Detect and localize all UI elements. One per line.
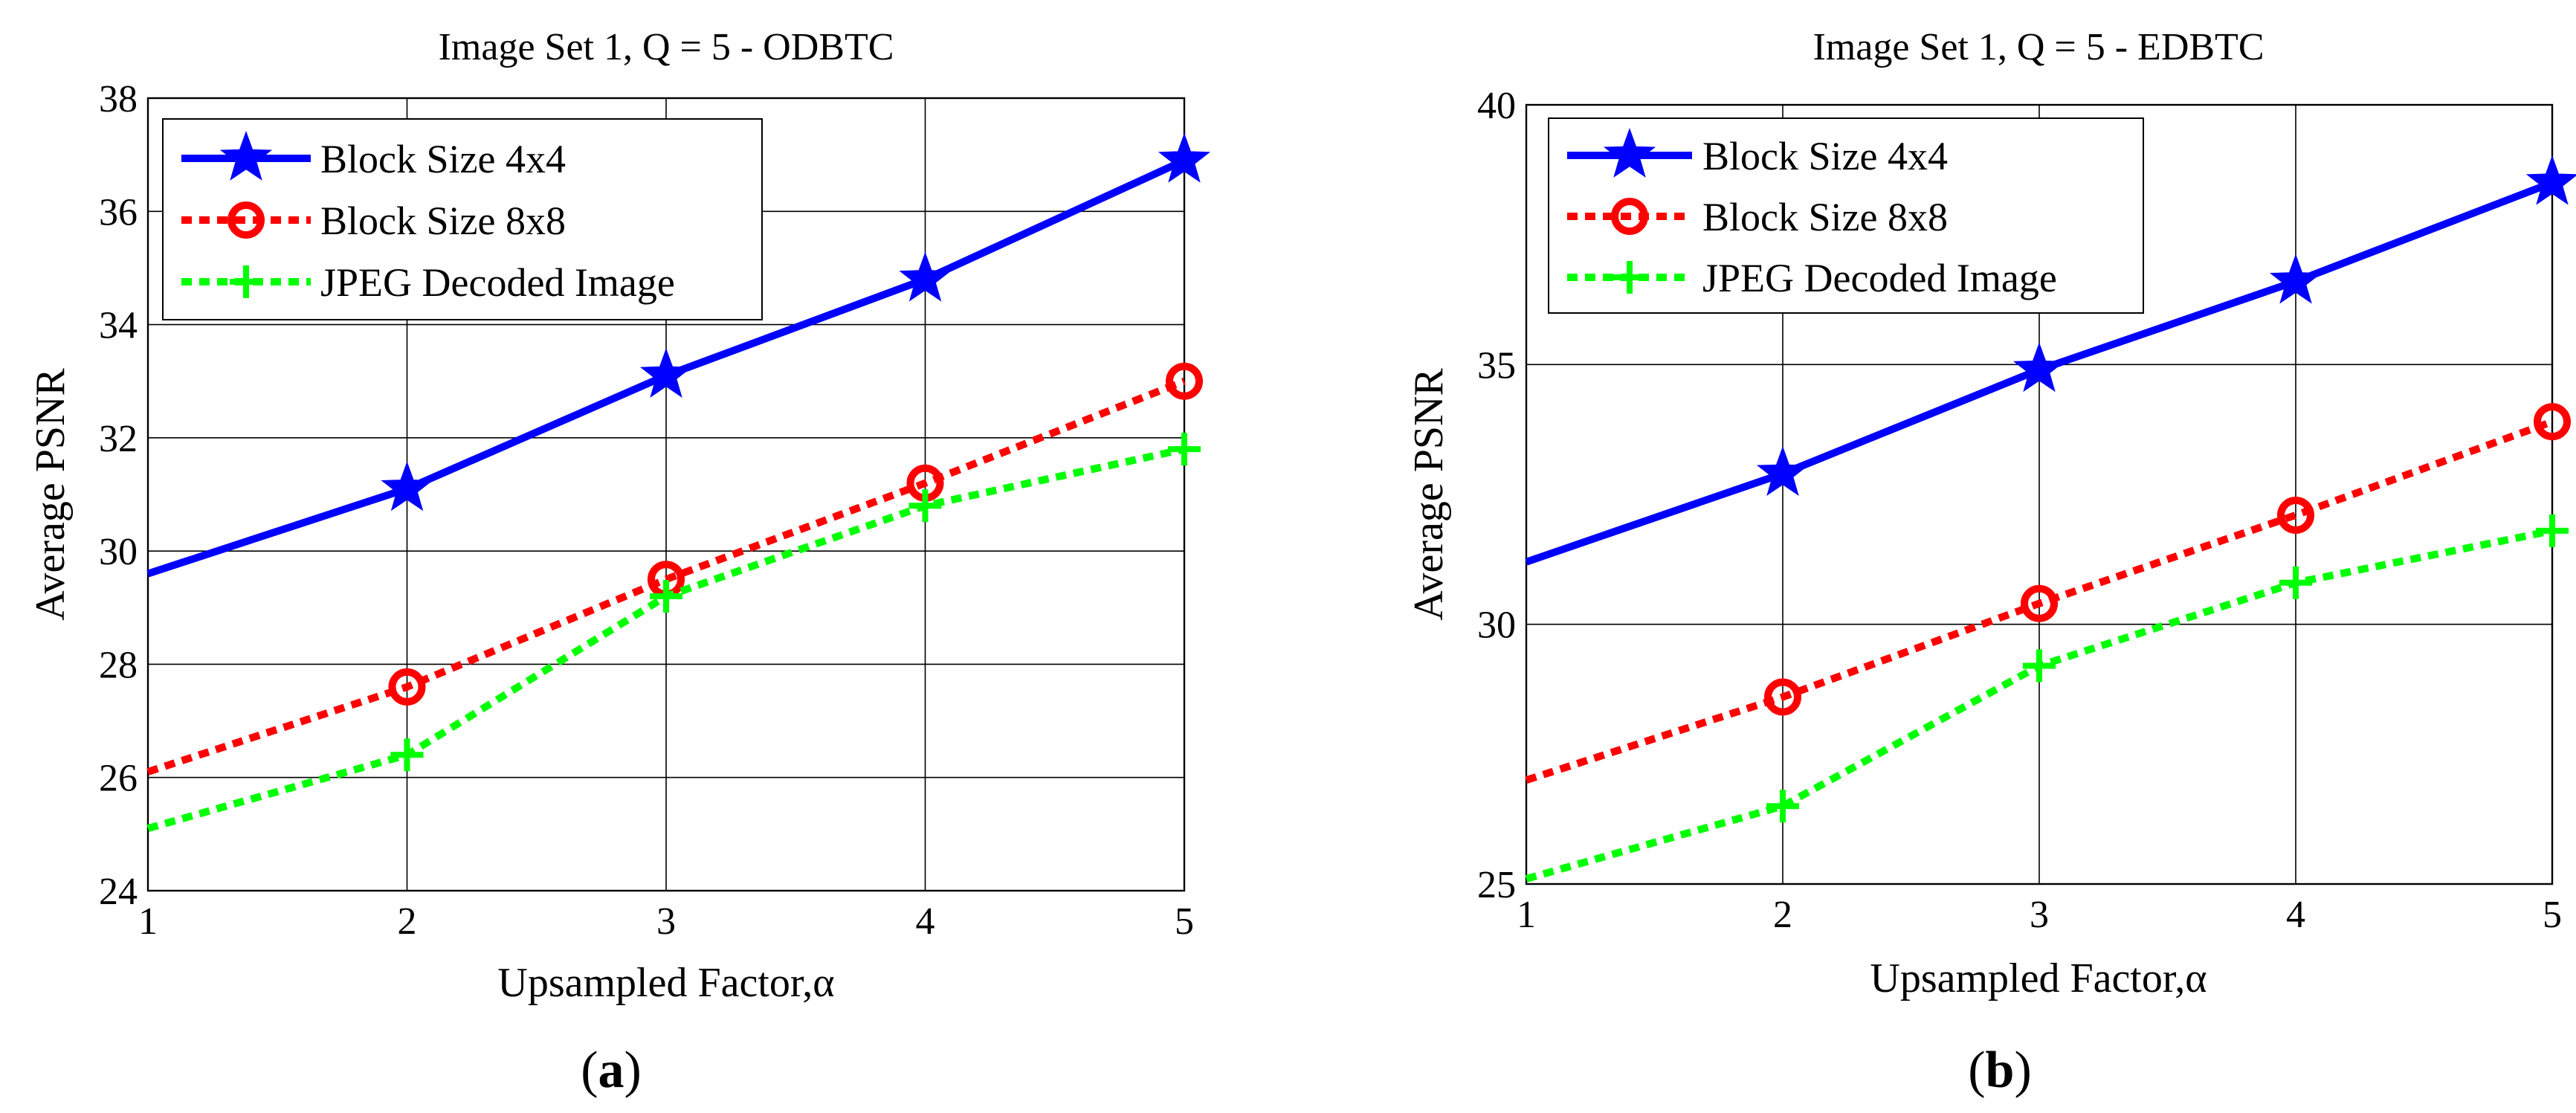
chart-a-ytick-38: 38 xyxy=(99,78,138,120)
chart-a-series-2-point-1 xyxy=(390,738,424,772)
chart-b-ytick-35: 35 xyxy=(1477,344,1516,387)
chart-a-legend-label-1: Block Size 8x8 xyxy=(320,199,566,243)
chart-a-legend-marker-2 xyxy=(230,265,262,298)
chart-a-xticks: 1 2 3 4 5 xyxy=(138,900,1194,943)
chart-b-series xyxy=(1525,155,2576,883)
chart-b-axes-frame xyxy=(1525,103,2554,885)
chart-a-series-1-point-4 xyxy=(1166,362,1203,400)
chart-a-legend-label-2: JPEG Decoded Image xyxy=(320,260,675,305)
chart-a-xtick-2: 2 xyxy=(398,900,417,943)
chart-a-ytick-30: 30 xyxy=(99,531,138,573)
chart-a-ytick-36: 36 xyxy=(99,191,138,233)
chart-a-ytick-32: 32 xyxy=(99,418,138,460)
chart-b-series-1-line xyxy=(1525,418,2554,784)
chart-b-legend-item-1: Block Size 8x8 xyxy=(1567,195,1948,239)
chart-a-series-2-point-2 xyxy=(650,580,682,613)
chart-b-series-1 xyxy=(1525,403,2571,784)
chart-b-legend-label-2: JPEG Decoded Image xyxy=(1702,256,2057,300)
chart-b-xlabel: Upsampled Factor,α xyxy=(1870,955,2207,1001)
chart-a-xtick-4: 4 xyxy=(916,900,935,943)
chart-a-yticks: 24 26 28 30 32 34 36 38 xyxy=(99,78,138,913)
chart-a-xtick-3: 3 xyxy=(656,900,676,943)
chart-a-legend-item-1: Block Size 8x8 xyxy=(181,199,566,243)
chart-b-xtick-4: 4 xyxy=(2286,894,2305,936)
chart-a: Image Set 1, Q = 5 - ODBTC 2426283032343… xyxy=(28,26,1211,1099)
chart-a-legend-item-2: JPEG Decoded Image xyxy=(181,260,675,305)
chart-a-ytick-24: 24 xyxy=(99,871,138,913)
chart-b-xtick-2: 2 xyxy=(1773,894,1792,936)
chart-a-series-0 xyxy=(146,132,1211,578)
chart-b-title: Image Set 1, Q = 5 - EDBTC xyxy=(1812,26,2264,68)
chart-b-xtick-5: 5 xyxy=(2543,894,2562,936)
chart-a-xtick-5: 5 xyxy=(1175,900,1194,943)
chart-b-ytick-40: 40 xyxy=(1477,85,1516,127)
chart-a-legend-label-0: Block Size 4x4 xyxy=(320,137,566,181)
panel-label-a: (a) xyxy=(581,1042,642,1099)
chart-a-axes-frame xyxy=(146,97,1186,892)
chart-b-legend-label-0: Block Size 4x4 xyxy=(1702,134,1948,178)
chart-b-series-0-point-2 xyxy=(2012,342,2066,393)
chart-a-xlabel: Upsampled Factor,α xyxy=(497,960,834,1006)
chart-a-series-2-point-4 xyxy=(1168,433,1201,466)
chart-b-legend-marker-2 xyxy=(1613,261,1646,294)
chart-b-legend-item-2: JPEG Decoded Image xyxy=(1567,256,2057,300)
chart-a-series-0-point-3 xyxy=(899,251,952,302)
chart-a-legend-marker-0 xyxy=(219,131,273,181)
chart-b: Image Set 1, Q = 5 - EDBTC 25 30 35 40 1 2 3 4… xyxy=(1406,26,2576,1099)
chart-b-legend-item-0: Block Size 4x4 xyxy=(1567,128,1948,178)
chart-a-series-1-point-1 xyxy=(388,668,426,706)
panel-label-b: (b) xyxy=(1968,1042,2032,1099)
chart-a-series-0-point-1 xyxy=(381,461,433,512)
chart-a-legend-item-0: Block Size 4x4 xyxy=(181,131,566,181)
chart-a-xtick-1: 1 xyxy=(138,900,158,943)
chart-a-series-1-line xyxy=(146,378,1186,775)
chart-a-xlabel-text: Upsampled Factor, xyxy=(497,960,813,1006)
chart-b-xticks: 1 2 3 4 5 xyxy=(1517,894,2562,936)
chart-b-ytick-30: 30 xyxy=(1477,604,1516,647)
chart-b-xtick-1: 1 xyxy=(1517,894,1536,936)
chart-b-series-0 xyxy=(1525,155,2576,566)
chart-a-ytick-28: 28 xyxy=(99,644,138,686)
chart-b-ylabel: Average PSNR xyxy=(1406,368,1452,621)
chart-b-series-2-point-2 xyxy=(2023,649,2056,683)
chart-b-series-2-point-1 xyxy=(1766,790,1799,823)
chart-b-series-0-point-4 xyxy=(2525,155,2576,205)
chart-b-legend-entries: Block Size 4x4 Block Size 8x8 JPEG Decoded… xyxy=(1567,128,2057,300)
chart-a-series-2 xyxy=(146,433,1201,833)
chart-a-xlabel-alpha: α xyxy=(813,960,834,1006)
chart-a-series-0-point-2 xyxy=(639,348,693,398)
chart-b-xlabel-text: Upsampled Factor, xyxy=(1870,955,2185,1001)
chart-a-series-2-point-3 xyxy=(908,489,942,523)
chart-a-series-1 xyxy=(146,362,1203,775)
chart-a-series-0-point-4 xyxy=(1158,132,1211,183)
chart-a-ytick-26: 26 xyxy=(99,758,138,800)
chart-b-series-1-point-3 xyxy=(2277,496,2314,534)
chart-b-ytick-25: 25 xyxy=(1477,864,1516,906)
chart-b-legend: Block Size 4x4 Block Size 8x8 JPEG Decoded… xyxy=(1548,117,2144,314)
chart-b-series-2-point-3 xyxy=(2279,566,2312,599)
chart-a-ytick-34: 34 xyxy=(99,305,138,347)
chart-a-title: Image Set 1, Q = 5 - ODBTC xyxy=(439,26,894,68)
chart-a-series xyxy=(146,132,1211,833)
chart-b-series-2 xyxy=(1525,514,2569,883)
chart-b-yticks: 25 30 35 40 xyxy=(1477,85,1516,906)
chart-a-legend: Block Size 4x4 Block Size 8x8 JPEG Decoded… xyxy=(162,118,763,320)
chart-b-xtick-3: 3 xyxy=(2030,894,2049,936)
chart-b-series-0-point-3 xyxy=(2269,254,2322,304)
chart-a-legend-marker-1 xyxy=(227,201,265,239)
chart-b-series-2-point-4 xyxy=(2536,514,2569,547)
chart-b-xlabel-alpha: α xyxy=(2185,955,2207,1001)
chart-a-legend-entries: Block Size 4x4 Block Size 8x8 JPEG Decoded… xyxy=(181,131,675,305)
chart-b-series-0-point-1 xyxy=(1756,446,1810,496)
chart-b-legend-marker-1 xyxy=(1611,198,1648,235)
chart-b-legend-marker-0 xyxy=(1603,128,1656,178)
chart-b-legend-label-1: Block Size 8x8 xyxy=(1702,195,1948,239)
chart-b-series-1-point-2 xyxy=(2021,584,2058,622)
chart-b-series-1-point-4 xyxy=(2534,403,2571,441)
chart-a-ylabel: Average PSNR xyxy=(28,368,74,621)
chart-b-series-1-point-1 xyxy=(1764,678,1801,716)
